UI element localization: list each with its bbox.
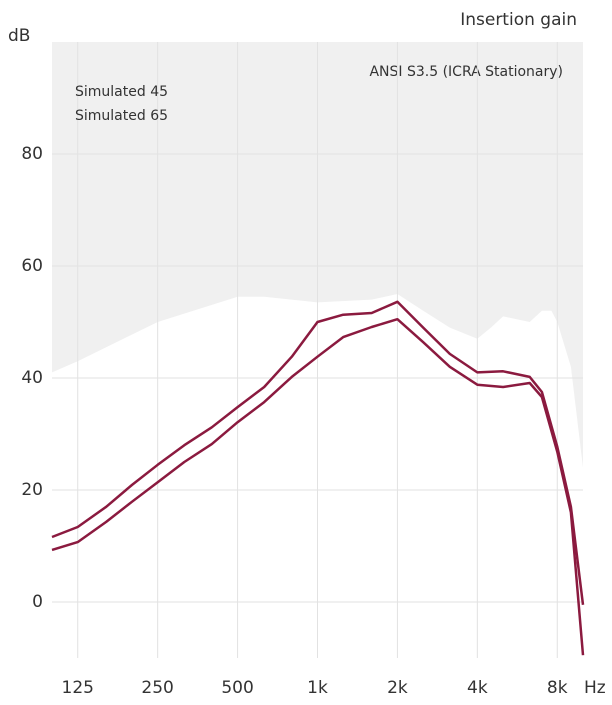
legend-label: Simulated 45	[75, 84, 168, 100]
x-tick-label: 250	[141, 678, 173, 698]
x-tick-label: 4k	[467, 678, 488, 698]
x-axis-label: Hz	[584, 678, 606, 698]
y-axis-label: dB	[8, 26, 30, 46]
y-tick-label: 40	[21, 368, 43, 388]
x-tick-label: 1k	[307, 678, 328, 698]
chart-title: Insertion gain	[460, 10, 577, 30]
legend-label: Simulated 65	[75, 108, 168, 124]
series-line	[51, 317, 585, 656]
x-tick-label: 8k	[547, 678, 568, 698]
x-tick-label: 2k	[387, 678, 408, 698]
y-tick-label: 20	[21, 480, 43, 500]
y-tick-label: 0	[32, 592, 43, 612]
series-line	[51, 300, 585, 605]
y-tick-label: 80	[21, 144, 43, 164]
x-tick-label: 500	[221, 678, 253, 698]
x-tick-label: 125	[62, 678, 94, 698]
y-tick-label: 60	[21, 256, 43, 276]
annotation: ANSI S3.5 (ICRA Stationary)	[369, 64, 563, 80]
